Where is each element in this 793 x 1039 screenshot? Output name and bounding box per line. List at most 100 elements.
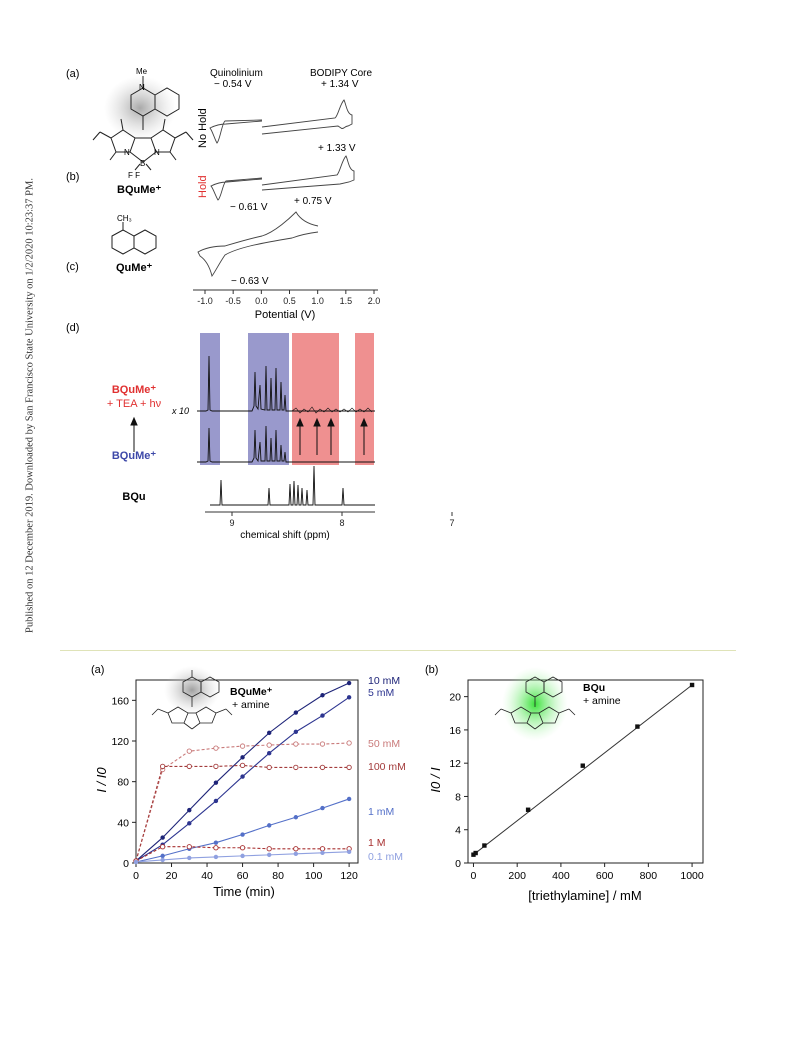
cv-a-left-potential: − 0.54 V	[214, 79, 252, 90]
data-point	[482, 843, 487, 848]
data-point	[187, 807, 192, 813]
data-point	[293, 741, 299, 747]
data-point	[213, 763, 219, 770]
chart-a-y-tick-label: 0	[123, 858, 129, 870]
data-point	[187, 821, 192, 826]
data-point	[346, 849, 352, 855]
data-point	[266, 846, 272, 852]
data-point	[319, 846, 326, 852]
data-point	[346, 695, 352, 700]
panel-label-d: (d)	[66, 322, 79, 334]
f-labels: F F	[128, 171, 140, 180]
data-point	[293, 710, 299, 715]
cv-x-tick-label: -0.5	[225, 296, 241, 306]
chart-a-x-tick-label: 20	[166, 870, 178, 882]
n-plus-label: N	[139, 83, 145, 92]
nmr-highlight-red-1	[292, 333, 339, 465]
data-point	[266, 742, 272, 748]
legend-label: 0.1 mM	[368, 851, 403, 863]
chart-b-y-label: I0 / I	[428, 767, 443, 793]
me-label: Me	[136, 67, 148, 76]
chart-b-panel-label: (b)	[425, 664, 438, 676]
data-point	[240, 774, 245, 779]
nmr-x-axis: 9 8 7	[205, 511, 455, 528]
chart-a-x-tick-label: 120	[340, 870, 358, 882]
legend-label: 1 mM	[368, 806, 394, 818]
nmr-arrows	[130, 416, 368, 455]
data-point	[159, 763, 166, 770]
data-point	[213, 840, 219, 845]
chart-b-y-tick-label: 20	[449, 692, 461, 704]
cv-b-left-potential: − 0.61 V	[230, 202, 268, 213]
chart-b-x-tick-label: 400	[552, 870, 570, 882]
data-point	[689, 682, 695, 688]
data-point	[213, 780, 219, 785]
legend-label: 10 mM	[368, 675, 400, 687]
no-hold-label: No Hold	[197, 108, 209, 148]
bquime-inset-structure	[151, 666, 233, 730]
chart-a-y-tick-label: 40	[117, 817, 129, 829]
bqu-inset-label: BQu	[583, 682, 605, 694]
data-point	[293, 846, 299, 852]
chart-a: 0 20 40 60 80 100 120 0 40 80 120 160 10 mM5 mM 50 m…	[94, 675, 406, 899]
chart-a-x-tick-label: 40	[201, 870, 213, 882]
data-point	[160, 835, 165, 840]
data-point	[187, 855, 192, 861]
top-figure: (a) (b) (c) (d) Me N B N N F F BQuMe⁺ CH	[66, 67, 455, 541]
data-point	[346, 796, 352, 802]
chart-a-frame	[135, 679, 359, 864]
data-point	[240, 755, 245, 760]
cv-x-tick-label: 0.5	[283, 296, 296, 306]
ch3-label: CH₃	[117, 214, 132, 223]
chart-a-panel-label: (a)	[91, 664, 104, 676]
chart-b-y-tick-label: 8	[455, 791, 461, 803]
chart-b-x-tick-label: 0	[471, 870, 477, 882]
data-point	[346, 680, 352, 686]
data-point	[580, 763, 585, 768]
legend-label: 100 mM	[368, 761, 406, 773]
chart-b-y-tick-label: 0	[455, 858, 461, 870]
chart-a-x-label: Time (min)	[213, 884, 275, 899]
nmr-x10-label: x 10	[171, 406, 189, 416]
cv-x-tick-label: 1.5	[340, 296, 353, 306]
data-point	[635, 724, 640, 729]
qume-name: QuMe⁺	[116, 262, 153, 274]
chart-b-y-tick-label: 16	[449, 725, 461, 737]
data-point	[186, 748, 192, 754]
fit-line	[473, 684, 693, 856]
cv-x-tick-label: 1.0	[311, 296, 324, 306]
bodipy-core-label: BODIPY Core	[310, 68, 372, 79]
data-point	[293, 729, 299, 735]
data-point	[267, 751, 272, 756]
bquime-inset-amine: + amine	[232, 699, 270, 711]
data-point	[186, 844, 192, 850]
data-point	[240, 832, 245, 837]
cv-x-tick-label: 2.0	[368, 296, 381, 306]
nmr-baseline-noise	[291, 406, 373, 414]
chart-b-x-tick-label: 600	[596, 870, 614, 882]
n-left-label: N	[124, 148, 130, 157]
chart-b-frame	[467, 679, 704, 864]
panel-label-b: (b)	[66, 171, 79, 183]
data-point	[160, 853, 165, 859]
nmr-x-label: chemical shift (ppm)	[240, 530, 329, 541]
data-point	[239, 743, 246, 749]
data-point	[320, 693, 325, 698]
nmr-bqu-label: BQu	[122, 491, 145, 503]
chart-b-x-tick-label: 1000	[680, 870, 704, 882]
chart-b: 0 200 400 600 800 1000 0 4 8 12 16 20 [triethylamin…	[428, 679, 704, 903]
legend-label: 1 M	[368, 837, 386, 849]
bqu-inset-amine: + amine	[583, 695, 621, 707]
chart-a-x-tick-label: 80	[272, 870, 284, 882]
data-point	[213, 745, 219, 751]
b-label: B	[140, 159, 145, 168]
bquime-inset-label: BQuMe⁺	[230, 686, 273, 698]
data-point	[239, 845, 246, 851]
nmr-x-tick-label: 9	[229, 518, 234, 528]
bqu-inset-structure	[494, 667, 576, 741]
cv-c-right-potential: + 0.75 V	[294, 196, 332, 207]
series-line-2	[135, 742, 350, 862]
chart-a-y-tick-label: 120	[111, 736, 129, 748]
chart-b-x-tick-label: 200	[508, 870, 526, 882]
